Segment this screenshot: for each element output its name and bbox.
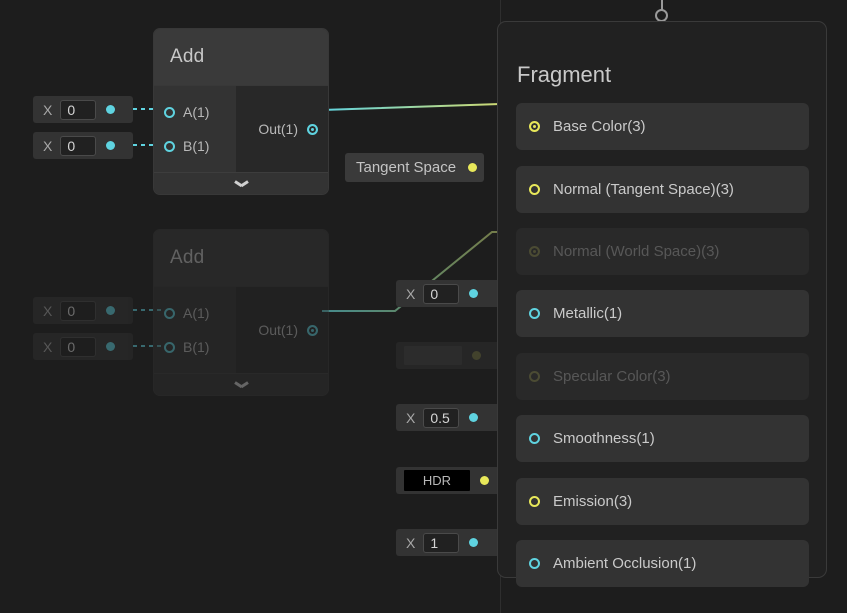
input-label-b: B(1) xyxy=(183,138,210,154)
node-collapse-bar[interactable] xyxy=(154,172,328,194)
color-swatch[interactable] xyxy=(404,346,462,365)
fragment-title: Fragment xyxy=(517,62,612,87)
output-port-out-icon[interactable] xyxy=(307,123,318,135)
fragment-slot-emission[interactable]: Emission(3) xyxy=(516,478,809,525)
slot-port-icon[interactable] xyxy=(529,433,540,444)
output-port-out-icon[interactable] xyxy=(307,324,318,336)
node-inputs: A(1) B(1) xyxy=(154,287,236,373)
output-dot-icon[interactable] xyxy=(106,342,116,351)
node-title: Add xyxy=(170,247,205,268)
number-input[interactable]: 0 xyxy=(60,336,97,357)
axis-label: X xyxy=(406,534,416,551)
node-body: A(1) B(1) Out(1) xyxy=(154,287,328,373)
number-input[interactable]: 0 xyxy=(60,99,97,120)
node-add-2[interactable]: Add A(1) B(1) Out(1) xyxy=(153,229,329,396)
fragment-slot-ambient-occlusion[interactable]: Ambient Occlusion(1) xyxy=(516,540,809,587)
slot-label: Normal (Tangent Space)(3) xyxy=(553,181,734,198)
node-input-b[interactable]: B(1) xyxy=(164,135,236,157)
output-dot-icon[interactable] xyxy=(106,141,116,150)
value-widget-add2-a[interactable]: X 0 xyxy=(33,297,133,324)
node-outputs: Out(1) xyxy=(236,287,328,373)
number-input[interactable]: 0 xyxy=(60,300,97,321)
slot-port-icon[interactable] xyxy=(529,308,540,319)
number-input[interactable]: 0.5 xyxy=(423,407,460,428)
chevron-down-icon[interactable] xyxy=(235,180,248,187)
input-port-b-icon[interactable] xyxy=(164,341,175,353)
input-port-b-icon[interactable] xyxy=(164,140,175,152)
number-input[interactable]: 0 xyxy=(423,283,460,304)
node-title: Add xyxy=(170,46,205,67)
node-collapse-bar[interactable] xyxy=(154,373,328,395)
axis-label: X xyxy=(43,101,53,118)
output-dot-icon[interactable] xyxy=(480,476,489,485)
slot-port-icon[interactable] xyxy=(529,246,540,257)
node-body: A(1) B(1) Out(1) xyxy=(154,86,328,172)
value-widget-add2-b[interactable]: X 0 xyxy=(33,333,133,360)
output-dot-icon[interactable] xyxy=(468,163,478,172)
slot-label: Metallic(1) xyxy=(553,305,623,322)
fragment-slot-specular-color[interactable]: Specular Color(3) xyxy=(516,353,809,400)
slot-port-icon[interactable] xyxy=(529,184,540,195)
node-inputs: A(1) B(1) xyxy=(154,86,236,172)
value-widget-add1-b[interactable]: X 0 xyxy=(33,132,133,159)
slot-port-icon[interactable] xyxy=(529,371,540,382)
fragment-slot-normal-tangent-space[interactable]: Normal (Tangent Space)(3) xyxy=(516,166,809,213)
input-label-a: A(1) xyxy=(183,305,210,321)
value-widget-add1-a[interactable]: X 0 xyxy=(33,96,133,123)
input-port-a-icon[interactable] xyxy=(164,307,175,319)
value-widget-metallic[interactable]: X 0 xyxy=(396,280,500,307)
fragment-master-node[interactable]: Fragment Base Color(3) Normal (Tangent S… xyxy=(497,21,827,587)
slot-label: Ambient Occlusion(1) xyxy=(553,555,697,572)
enum-value: Tangent Space xyxy=(356,159,457,176)
slot-label: Base Color(3) xyxy=(553,118,646,135)
node-input-a[interactable]: A(1) xyxy=(164,302,236,324)
number-input[interactable]: 0 xyxy=(60,135,97,156)
input-label-b: B(1) xyxy=(183,339,210,355)
output-label-out: Out(1) xyxy=(258,322,298,338)
axis-label: X xyxy=(406,285,416,302)
node-header[interactable]: Add xyxy=(154,230,328,287)
number-input[interactable]: 1 xyxy=(423,532,460,553)
input-label-a: A(1) xyxy=(183,104,210,120)
node-add-1[interactable]: Add A(1) B(1) Out(1) xyxy=(153,28,329,195)
fragment-slot-smoothness[interactable]: Smoothness(1) xyxy=(516,415,809,462)
output-dot-icon[interactable] xyxy=(106,306,116,315)
fragment-slot-normal-world-space[interactable]: Normal (World Space)(3) xyxy=(516,228,809,275)
color-swatch-hdr[interactable]: HDR xyxy=(404,470,470,491)
swatch-widget-emission[interactable]: HDR xyxy=(396,467,500,494)
axis-label: X xyxy=(406,409,416,426)
slot-label: Emission(3) xyxy=(553,493,633,510)
axis-label: X xyxy=(43,302,53,319)
fragment-slot-base-color[interactable]: Base Color(3) xyxy=(516,103,809,150)
edge-basecolor xyxy=(321,103,520,111)
value-widget-ambient-occlusion[interactable]: X 1 xyxy=(396,529,500,556)
value-widget-smoothness[interactable]: X 0.5 xyxy=(396,404,500,431)
collapse-handle-line xyxy=(661,0,663,12)
output-dot-icon[interactable] xyxy=(469,413,479,422)
swatch-widget-specular-color[interactable] xyxy=(396,342,500,369)
axis-label: X xyxy=(43,137,53,154)
chevron-down-icon[interactable] xyxy=(235,381,248,388)
node-input-b[interactable]: B(1) xyxy=(164,336,236,358)
axis-label: X xyxy=(43,338,53,355)
slot-label: Smoothness(1) xyxy=(553,430,655,447)
hdr-label: HDR xyxy=(422,473,452,488)
slot-label: Normal (World Space)(3) xyxy=(553,243,720,260)
node-header[interactable]: Add xyxy=(154,29,328,86)
input-port-a-icon[interactable] xyxy=(164,106,175,118)
output-dot-icon[interactable] xyxy=(472,351,481,360)
slot-port-icon[interactable] xyxy=(529,496,540,507)
output-dot-icon[interactable] xyxy=(469,538,479,547)
output-label-out: Out(1) xyxy=(258,121,298,137)
slot-label: Specular Color(3) xyxy=(553,368,671,385)
slot-port-icon[interactable] xyxy=(529,558,540,569)
fragment-slot-metallic[interactable]: Metallic(1) xyxy=(516,290,809,337)
output-dot-icon[interactable] xyxy=(469,289,479,298)
enum-widget-tangent-space[interactable]: Tangent Space xyxy=(345,153,485,182)
slot-port-icon[interactable] xyxy=(529,121,540,132)
output-dot-icon[interactable] xyxy=(106,105,116,114)
node-input-a[interactable]: A(1) xyxy=(164,101,236,123)
node-outputs: Out(1) xyxy=(236,86,328,172)
